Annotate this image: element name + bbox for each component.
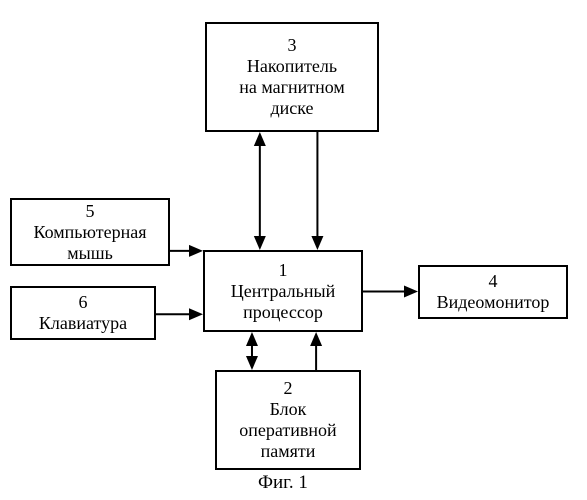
node-label: Клавиатура [39, 313, 127, 334]
node-keyboard: 6 Клавиатура [10, 286, 156, 340]
node-monitor: 4 Видеомонитор [418, 265, 568, 319]
node-label: Видеомонитор [437, 292, 550, 313]
node-number: 4 [489, 271, 498, 292]
node-cpu: 1 Центральныйпроцессор [203, 250, 363, 332]
node-disk: 3 Накопительна магнитномдиске [205, 22, 379, 132]
node-number: 3 [288, 35, 297, 56]
node-number: 1 [279, 260, 288, 281]
node-ram: 2 Блокоперативнойпамяти [215, 370, 361, 470]
node-label: Центральныйпроцессор [231, 281, 335, 323]
node-label: Компьютернаямышь [34, 222, 147, 264]
node-number: 6 [79, 292, 88, 313]
node-mouse: 5 Компьютернаямышь [10, 198, 170, 266]
node-label: Накопительна магнитномдиске [239, 56, 345, 119]
diagram-stage: 1 Центральныйпроцессор 2 Блокоперативной… [0, 0, 587, 500]
figure-caption: Фиг. 1 [258, 472, 308, 494]
node-number: 2 [284, 378, 293, 399]
node-label: Блокоперативнойпамяти [239, 399, 336, 462]
node-number: 5 [86, 201, 95, 222]
